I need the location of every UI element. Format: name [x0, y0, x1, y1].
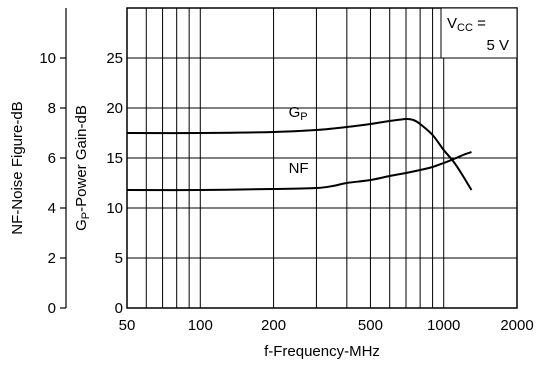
left-axis-label: NF-Noise Figure-dB	[9, 101, 26, 234]
annotation-cc: CC	[457, 22, 473, 34]
annotation-line1: VCC =	[447, 15, 486, 34]
x-axis-tick-label: 200	[261, 317, 286, 334]
left-axis-tick-label: 8	[48, 100, 56, 117]
gain-axis-label-rest: -Power Gain-dB	[73, 105, 90, 212]
x-axis-label: f-Frequency-MHz	[264, 343, 380, 360]
x-axis-tick-label: 2000	[500, 317, 533, 334]
series-label-main: NF	[289, 160, 309, 177]
gain-axis-tick-label: 0	[115, 300, 123, 317]
x-axis-tick-label: 1000	[427, 317, 460, 334]
gp-curve	[126, 117, 473, 191]
nf-series-label: NF	[289, 160, 309, 177]
annotation-v: V	[447, 15, 457, 32]
left-axis-tick-label: 2	[48, 250, 56, 267]
left-axis-tick-label: 4	[48, 200, 56, 217]
gain-axis-tick-label: 15	[106, 150, 123, 167]
gain-axis-tick-label: 25	[106, 50, 123, 67]
gain-axis-tick-label: 20	[106, 100, 123, 117]
left-axis-tick-label: 0	[48, 300, 56, 317]
nf-curve	[126, 151, 472, 192]
annotation-box	[440, 7, 518, 59]
plot-frame	[60, 7, 518, 309]
gain-axis-label: GP-Power Gain-dB	[73, 105, 92, 231]
series-label-sub: P	[300, 111, 307, 123]
x-axis-tick-label: 500	[358, 317, 383, 334]
x-axis-tick-label: 50	[119, 317, 136, 334]
gain-axis-label-sub: P	[80, 212, 92, 219]
left-axis-tick-label: 10	[39, 50, 56, 67]
series-lines	[126, 117, 473, 192]
plot-border	[126, 7, 518, 309]
gain-axis-label-main: G	[73, 219, 90, 231]
series-label-main: G	[289, 104, 301, 121]
gain-axis-tick-label: 10	[106, 200, 123, 217]
annotation-eq: =	[473, 15, 486, 32]
annotation-line2: 5 V	[486, 37, 509, 54]
left-axis-tick-label: 6	[48, 150, 56, 167]
gain-axis-tick-label: 5	[115, 250, 123, 267]
gp-series-label: GP	[289, 104, 308, 123]
x-axis-tick-label: 100	[188, 317, 213, 334]
